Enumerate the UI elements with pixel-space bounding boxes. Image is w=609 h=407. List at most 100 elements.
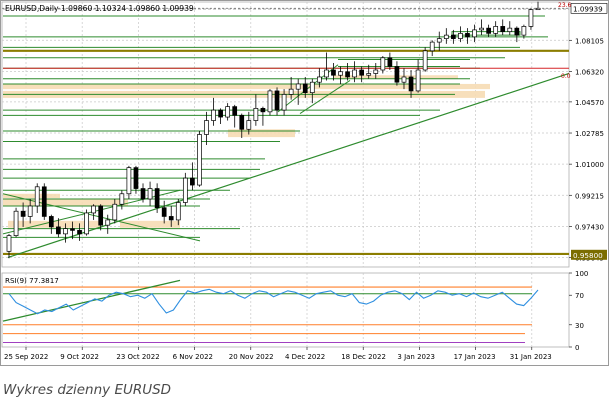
bearish-candle: [41, 186, 47, 217]
bearish-candle: [48, 216, 54, 228]
bullish-candle: [197, 134, 202, 186]
bullish-candle: [373, 69, 379, 74]
trendline: [299, 80, 351, 114]
bullish-candle: [63, 228, 68, 235]
bullish-candle: [401, 76, 407, 83]
bullish-candle: [521, 26, 527, 36]
bullish-candle: [175, 202, 181, 221]
time-label: 9 Oct 2022: [60, 353, 99, 361]
bearish-candle: [500, 26, 506, 32]
price-zone: [3, 193, 60, 199]
chart-caption: Wykres dzienny EURUSD: [3, 382, 172, 398]
price-zone: [3, 83, 490, 90]
price-tick-label: 1.06320: [575, 68, 604, 76]
bearish-candle: [260, 107, 266, 113]
bearish-candle: [70, 228, 75, 231]
rsi-tick-label: 30: [575, 322, 584, 330]
bearish-candle: [168, 216, 174, 221]
bearish-candle: [387, 57, 393, 67]
candlestick-series: [6, 1, 541, 259]
bullish-candle: [126, 167, 132, 195]
bullish-candle: [507, 27, 513, 32]
bullish-candle: [352, 69, 357, 78]
bearish-candle: [408, 76, 414, 92]
bearish-candle: [451, 34, 456, 39]
bullish-candle: [316, 76, 322, 83]
bullish-candle: [182, 177, 188, 203]
time-label: 6 Nov 2022: [173, 353, 213, 361]
bearish-candle: [154, 188, 160, 209]
bearish-candle: [514, 27, 520, 36]
bullish-candle: [429, 41, 435, 52]
bullish-candle: [225, 106, 231, 118]
fib-top-label: 23.6: [558, 2, 572, 9]
rsi-panel[interactable]: RSI(9) 77.3817 100 70 30 0: [1, 270, 588, 352]
bullish-candle: [288, 88, 294, 95]
bullish-candle: [6, 235, 12, 252]
bullish-candle: [309, 81, 315, 94]
bullish-candle: [91, 205, 96, 214]
rsi-levels: [2, 279, 532, 344]
bearish-candle: [274, 90, 280, 111]
price-tick-label: 1.02785: [575, 130, 604, 138]
bearish-candle: [359, 69, 365, 76]
price-tick-label: 1.04570: [575, 99, 604, 107]
time-label: 25 Sep 2022: [4, 353, 48, 361]
price-tick-label: 1.01000: [575, 161, 604, 169]
bullish-candle: [253, 107, 259, 121]
bullish-candle: [436, 38, 442, 43]
price-panel[interactable]: EURUSD,Daily 1.09860 1.10324 1.09860 1.0…: [1, 1, 608, 268]
bullish-candle: [34, 186, 40, 207]
bullish-candle: [84, 212, 89, 235]
current-price-label: 1.09939: [573, 4, 603, 13]
bearish-candle: [218, 109, 223, 118]
current-price-tag: 1.09939: [570, 2, 608, 14]
bearish-candle: [232, 106, 238, 116]
bullish-candle: [211, 109, 216, 121]
bullish-candle: [295, 83, 301, 90]
rsi-tick-label: 100: [575, 270, 588, 278]
bearish-candle: [190, 177, 195, 186]
bearish-candle: [302, 83, 308, 94]
bullish-candle: [112, 203, 118, 221]
bearish-candle: [239, 114, 245, 130]
rsi-title: RSI(9) 77.3817: [5, 276, 59, 285]
bullish-candle: [324, 69, 329, 78]
rsi-plot-area: [1, 272, 570, 348]
rsi-axis: 100 70 30 0: [569, 270, 588, 352]
current-price-box: [570, 2, 608, 14]
price-zone: [8, 220, 100, 228]
bullish-candle: [366, 73, 372, 76]
bullish-candle: [472, 29, 477, 38]
price-tick-label: 1.08105: [575, 37, 604, 45]
bullish-candle: [267, 90, 273, 113]
bullish-candle: [105, 219, 111, 226]
price-tick-label: 0.97430: [575, 223, 604, 231]
rsi-tick-label: 70: [575, 292, 584, 300]
bullish-candle: [422, 50, 428, 71]
price-zone: [3, 199, 128, 206]
time-label: 23 Oct 2022: [116, 353, 159, 361]
time-axis: 25 Sep 2022 9 Oct 2022 23 Oct 2022 6 Nov 20…: [4, 347, 552, 361]
bullish-candle: [246, 120, 252, 130]
symbol-header: EURUSD,Daily 1.09860 1.10324 1.09860 1.0…: [5, 4, 194, 13]
bullish-candle: [338, 71, 343, 76]
bearish-candle: [161, 207, 167, 217]
level-price-box: [571, 249, 607, 260]
time-label: 4 Dec 2022: [285, 353, 325, 361]
bullish-candle: [27, 205, 33, 217]
eurusd-daily-chart[interactable]: EURUSD,Daily 1.09860 1.10324 1.09860 1.0…: [0, 0, 609, 366]
bullish-candle: [528, 9, 534, 27]
bullish-candle: [493, 26, 499, 34]
rsi-grid: [25, 273, 533, 347]
price-tick-label: 0.99215: [575, 192, 604, 200]
rsi-tick-label: 0: [575, 344, 579, 352]
bullish-candle: [119, 193, 125, 205]
bearish-candle: [394, 66, 400, 83]
rsi-line: [8, 288, 539, 315]
bearish-candle: [77, 230, 82, 235]
bearish-candle: [345, 71, 350, 78]
bullish-candle: [281, 94, 287, 111]
fib-zero-label: 0.0: [561, 73, 571, 80]
bullish-candle: [443, 34, 449, 39]
